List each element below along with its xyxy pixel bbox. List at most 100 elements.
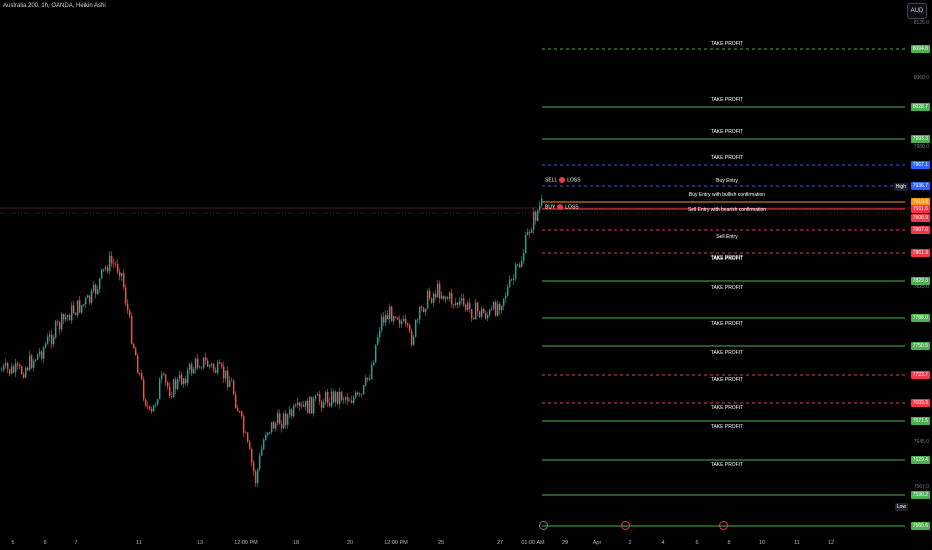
- candle: [389, 303, 391, 324]
- candle: [83, 303, 85, 308]
- candle: [243, 413, 245, 438]
- candle: [497, 300, 499, 318]
- x-axis-label: 20: [346, 540, 354, 546]
- candle: [381, 313, 383, 334]
- candle: [411, 328, 413, 348]
- event-icon[interactable]: [621, 521, 630, 530]
- candle: [503, 298, 505, 311]
- candle: [1, 367, 3, 371]
- candle: [63, 313, 65, 325]
- candle: [283, 412, 285, 430]
- marker-loss: LOSS: [565, 204, 579, 211]
- candle: [255, 469, 257, 487]
- candle: [405, 314, 407, 327]
- candle: [95, 283, 97, 299]
- loss-dot-icon: [559, 177, 566, 183]
- candle: [311, 396, 313, 414]
- level-label: TAKE PROFIT: [710, 129, 744, 135]
- candle: [471, 308, 473, 323]
- extra-tag: Low: [894, 503, 908, 511]
- x-axis-label: 12:00 PM: [384, 540, 408, 546]
- candle: [479, 310, 481, 319]
- candle: [149, 405, 151, 411]
- candle: [39, 348, 41, 358]
- candle: [127, 299, 129, 315]
- candle: [463, 294, 465, 307]
- candle: [305, 400, 307, 411]
- candle: [505, 292, 507, 304]
- candle: [261, 444, 263, 457]
- y-axis-tick: 7825.0: [913, 284, 929, 290]
- candle: [9, 368, 11, 377]
- candle: [493, 300, 495, 311]
- extra-tag: 7908.9: [910, 214, 930, 222]
- candle: [173, 378, 175, 398]
- level-label: Buy Entry with bullish confirmation: [688, 192, 766, 198]
- candle: [121, 272, 123, 282]
- candle: [475, 298, 477, 320]
- candle: [75, 312, 77, 316]
- x-axis-label: 12:00 PM: [234, 540, 258, 546]
- event-icon[interactable]: [719, 521, 728, 530]
- candle: [115, 261, 117, 268]
- level-label: TAKE PROFIT: [710, 256, 744, 262]
- candle: [91, 288, 93, 305]
- candle: [217, 359, 219, 376]
- candle: [469, 297, 471, 313]
- candle: [43, 345, 45, 363]
- candle: [531, 227, 533, 234]
- candle: [323, 398, 325, 408]
- candle: [289, 405, 291, 418]
- candle: [165, 373, 167, 386]
- level-label: TAKE PROFIT: [710, 462, 744, 468]
- candle: [267, 432, 269, 438]
- event-icon[interactable]: [539, 521, 548, 530]
- currency-button[interactable]: AUD: [907, 3, 927, 19]
- candle: [99, 278, 101, 294]
- candle: [193, 367, 195, 374]
- candle: [431, 297, 433, 304]
- price-tag: 7629.4: [910, 456, 930, 464]
- candle: [439, 280, 441, 304]
- candle: [445, 295, 447, 304]
- candle: [169, 382, 171, 398]
- candle: [31, 353, 33, 370]
- candle: [167, 381, 169, 390]
- x-axis-label: 10: [758, 540, 766, 546]
- candle: [321, 400, 323, 413]
- candle: [375, 344, 377, 364]
- candle: [527, 228, 529, 236]
- candle: [435, 290, 437, 301]
- candle: [317, 391, 319, 396]
- candle: [297, 397, 299, 409]
- candle: [279, 409, 281, 425]
- candle: [7, 361, 9, 374]
- candle: [489, 308, 491, 317]
- buy-loss-marker[interactable]: BUY LOSS: [545, 204, 579, 210]
- sell-loss-marker[interactable]: SELL LOSS: [545, 177, 581, 183]
- candle: [303, 400, 305, 408]
- candle: [93, 281, 95, 294]
- candle: [79, 296, 81, 314]
- candle: [477, 301, 479, 316]
- candle: [51, 330, 53, 349]
- candle: [337, 391, 339, 406]
- symbol-title: Australia 200, 1h, OANDA, Heikin Ashi: [3, 3, 106, 9]
- y-axis-tick: 8125.0: [913, 20, 929, 26]
- candle: [511, 278, 513, 282]
- extra-tag: High: [893, 183, 908, 191]
- loss-dot-icon: [557, 204, 564, 210]
- candle: [135, 346, 137, 356]
- candle: [175, 376, 177, 394]
- x-axis-label: 7: [74, 540, 78, 546]
- x-axis-label: 8: [727, 540, 731, 546]
- candle: [423, 307, 425, 313]
- candle: [465, 303, 467, 312]
- marker-side: SELL: [545, 177, 558, 184]
- candle: [315, 394, 317, 401]
- candle: [179, 370, 181, 383]
- candle: [285, 410, 287, 430]
- candle: [209, 364, 211, 370]
- candle: [525, 231, 527, 254]
